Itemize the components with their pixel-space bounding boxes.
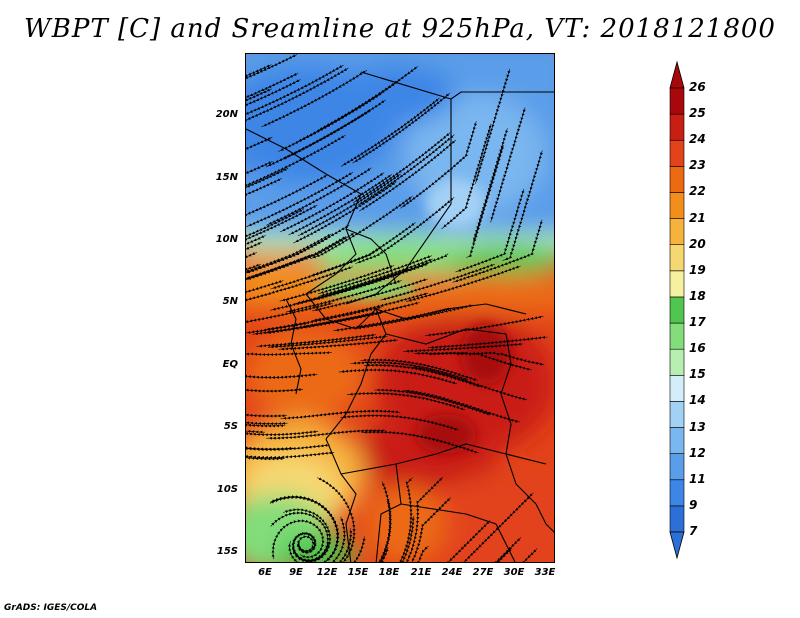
colorbar-level-11: 11 [689, 471, 706, 486]
streamline [246, 429, 265, 434]
lat-label-10s: 10S [216, 484, 238, 495]
lon-label-24e: 24E [441, 567, 463, 578]
streamline [246, 421, 288, 426]
streamline [325, 516, 346, 562]
lon-label-21e: 21E [410, 567, 432, 578]
streamline [246, 373, 318, 380]
streamline [246, 430, 319, 437]
streamline [425, 315, 544, 337]
colorbar-swatch-15 [669, 113, 685, 141]
colorbar-swatch-14 [669, 139, 685, 167]
colorbar-level-15: 15 [689, 367, 706, 382]
streamline [246, 351, 332, 357]
streamline [246, 456, 285, 461]
colorbar-min-arrow [669, 531, 685, 560]
streamline [267, 335, 388, 349]
streamline [380, 263, 495, 301]
colorbar-level-22: 22 [689, 184, 706, 199]
streamline [246, 413, 287, 418]
colorbar-level-20: 20 [689, 236, 706, 251]
colorbar-swatch-1 [669, 479, 685, 507]
lat-label-5s: 5S [223, 421, 238, 432]
streamline [374, 388, 492, 416]
streamline [404, 476, 444, 562]
streamline [252, 313, 371, 336]
colorbar-level-21: 21 [689, 210, 706, 225]
colorbar-swatch-10 [669, 244, 685, 272]
grads-credit: GrADS: IGES/COLA [4, 603, 98, 613]
colorbar-level-12: 12 [689, 445, 706, 460]
colorbar-swatch-2 [669, 453, 685, 481]
colorbar-swatch-7 [669, 322, 685, 350]
streamline [475, 68, 511, 184]
lat-label-20n: 20N [215, 109, 238, 120]
colorbar-swatch-3 [669, 427, 685, 454]
colorbar-graphic [669, 60, 685, 560]
streamline [443, 520, 491, 562]
streamlines [246, 54, 548, 562]
wbpt-shading [246, 54, 554, 562]
colorbar-swatch-13 [669, 166, 685, 193]
colorbar-level-24: 24 [689, 132, 706, 147]
colorbar-level-16: 16 [689, 341, 706, 356]
colorbar: 7 9 11 12 13 14 15 16 17 18 19 20 21 22 23 24 25 26 [665, 60, 745, 560]
streamline [246, 388, 304, 393]
streamline [261, 70, 368, 128]
lat-label-10n: 10N [215, 234, 238, 245]
lat-label-5n: 5N [222, 296, 238, 307]
colorbar-level-14: 14 [689, 393, 706, 408]
colorbar-swatch-4 [669, 401, 685, 428]
colorbar-level-13: 13 [689, 419, 706, 434]
map-title: WBPT [C] and Sreamline at 925hPa, VT: 20… [24, 14, 776, 44]
lon-label-30e: 30E [503, 567, 525, 578]
streamline [355, 304, 474, 330]
colorbar-swatch-8 [669, 296, 685, 324]
lon-label-12e: 12E [316, 567, 338, 578]
colorbar-swatch-9 [669, 270, 685, 298]
colorbar-swatch-16 [669, 87, 685, 115]
lon-label-18e: 18E [378, 567, 400, 578]
streamline [246, 134, 346, 187]
colorbar-max-arrow [669, 60, 685, 89]
streamline [246, 266, 353, 302]
streamline [491, 537, 522, 562]
colorbar-level-19: 19 [689, 262, 706, 277]
colorbar-level-26: 26 [689, 80, 706, 94]
lat-label-15n: 15N [215, 172, 238, 183]
colorbar-swatch-12 [669, 192, 685, 219]
streamline [417, 545, 429, 562]
streamline [379, 547, 389, 562]
colorbar-level-18: 18 [689, 288, 706, 303]
colorbar-swatch-0 [669, 505, 685, 533]
lon-label-27e: 27E [472, 567, 494, 578]
streamline [425, 351, 545, 366]
streamline [246, 443, 330, 452]
map-panel [245, 53, 555, 563]
lon-label-9e: 9E [289, 567, 303, 578]
country-borders [246, 71, 554, 562]
lon-label-33e: 33E [534, 567, 556, 578]
colorbar-swatch-11 [669, 218, 685, 246]
colorbar-level-7: 7 [689, 524, 698, 538]
streamline [361, 430, 479, 454]
streamline [403, 342, 524, 353]
colorbar-level-23: 23 [689, 158, 706, 173]
colorbar-level-25: 25 [689, 106, 706, 121]
lon-label-6e: 6E [258, 567, 272, 578]
streamline [336, 528, 353, 562]
colorbar-swatch-5 [669, 374, 685, 402]
streamline [351, 536, 366, 562]
colorbar-level-17: 17 [689, 315, 706, 330]
wbpt-streamline-map [246, 54, 554, 562]
lat-label-eq: EQ [222, 359, 238, 370]
streamline [246, 224, 350, 274]
lon-label-15e: 15E [347, 567, 369, 578]
colorbar-level-9: 9 [689, 497, 698, 512]
colorbar-swatch-6 [669, 348, 685, 376]
lat-label-15s: 15S [216, 546, 238, 557]
